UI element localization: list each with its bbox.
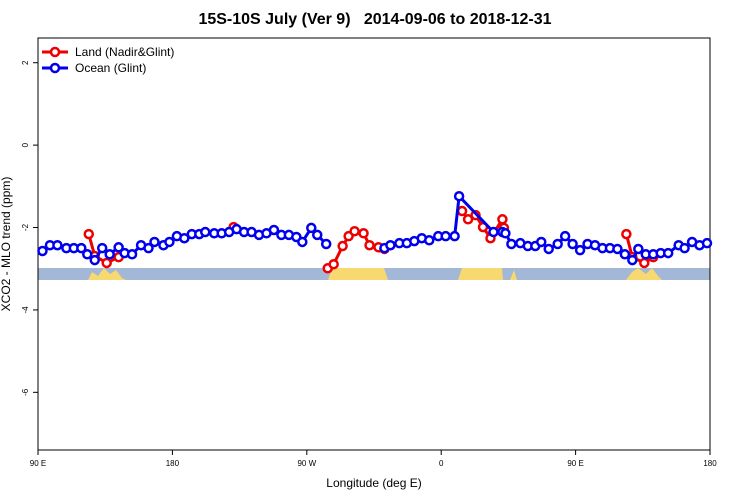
data-point <box>612 243 623 255</box>
plot-area <box>37 190 713 274</box>
data-point <box>453 190 465 202</box>
data-point <box>536 236 547 248</box>
data-point <box>627 254 638 266</box>
legend-label: Land (Nadir&Glint) <box>75 45 174 59</box>
y-tick-label: 2 <box>21 60 30 65</box>
land-patch <box>458 268 503 280</box>
data-point <box>328 258 339 270</box>
data-point <box>96 242 108 254</box>
data-point <box>633 243 644 255</box>
data-point <box>143 242 154 254</box>
data-point <box>424 235 435 246</box>
legend-label: Ocean (Glint) <box>75 61 146 75</box>
data-point <box>364 239 375 251</box>
land-patch <box>510 270 517 280</box>
x-tick-label: 90 W <box>297 459 316 468</box>
data-point <box>559 230 571 242</box>
land-patch <box>88 268 126 280</box>
data-point <box>76 242 87 254</box>
chart-title: 15S-10S July (Ver 9) 2014-09-06 to 2018-… <box>198 11 551 28</box>
x-tick-label: 180 <box>703 459 717 468</box>
x-tick-label: 90 E <box>567 459 583 468</box>
y-axis-label: XCO2 - MLO trend (ppm) <box>0 177 13 312</box>
data-point <box>497 214 508 225</box>
data-point <box>126 249 138 260</box>
data-point <box>37 245 48 257</box>
data-point <box>449 230 460 242</box>
data-point <box>662 247 674 259</box>
data-point <box>200 226 211 238</box>
data-point <box>52 239 63 251</box>
land-patch <box>328 268 388 280</box>
data-point <box>385 239 396 251</box>
data-point <box>358 228 369 239</box>
data-point <box>621 228 632 240</box>
data-point <box>679 242 690 254</box>
map-strip <box>38 268 710 280</box>
data-point <box>101 257 112 269</box>
data-point <box>113 242 124 253</box>
data-point <box>164 236 175 248</box>
data-point <box>462 214 474 225</box>
data-point <box>349 225 360 237</box>
data-point <box>268 224 280 236</box>
data-point <box>312 229 323 241</box>
data-point <box>297 236 308 248</box>
data-point <box>149 236 160 248</box>
data-point <box>456 205 468 217</box>
data-point <box>567 238 578 250</box>
data-point <box>506 238 517 250</box>
data-point <box>543 243 554 255</box>
data-point <box>320 238 332 250</box>
legend-marker <box>49 46 61 58</box>
land-patch <box>626 268 662 280</box>
x-tick-label: 0 <box>439 459 444 468</box>
legend-marker <box>49 62 61 74</box>
data-point <box>337 240 348 252</box>
data-point <box>306 222 317 234</box>
y-tick-label: -4 <box>21 306 30 314</box>
data-point <box>440 230 451 242</box>
data-point <box>104 249 115 260</box>
y-tick-label: 0 <box>21 142 30 147</box>
data-point <box>89 254 100 266</box>
data-point <box>83 228 95 240</box>
data-point <box>574 244 586 256</box>
data-point <box>619 249 631 260</box>
x-tick-label: 90 E <box>30 459 46 468</box>
x-axis-label: Longitude (deg E) <box>326 476 421 490</box>
data-point <box>179 232 190 244</box>
x-tick-label: 180 <box>166 459 180 468</box>
data-point <box>500 228 511 239</box>
data-point <box>488 226 499 238</box>
y-tick-label: -6 <box>21 388 30 396</box>
data-point <box>82 249 93 260</box>
data-point <box>701 237 713 249</box>
y-tick-label: -2 <box>21 223 30 231</box>
data-point <box>639 257 650 269</box>
data-point <box>552 238 563 250</box>
